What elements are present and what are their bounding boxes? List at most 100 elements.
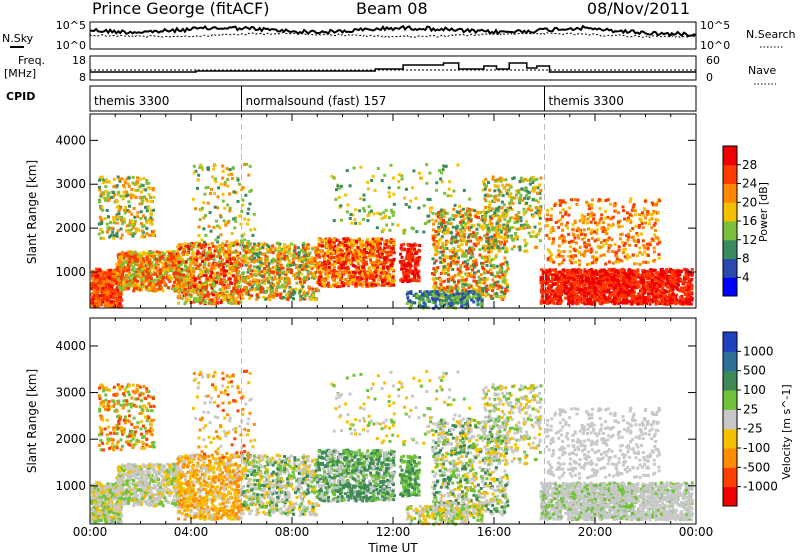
power-echo xyxy=(453,280,456,284)
power-echo xyxy=(172,259,176,263)
freq-tick-top: 18 xyxy=(72,54,86,67)
power-echo xyxy=(97,302,101,306)
power-echo xyxy=(442,265,446,269)
power-echo xyxy=(482,210,486,213)
power-echo xyxy=(483,220,486,224)
power-echo xyxy=(209,255,213,259)
power-echo xyxy=(446,262,450,266)
power-echo xyxy=(350,244,354,248)
power-echo xyxy=(348,261,352,265)
power-echo xyxy=(370,243,374,247)
power-echo xyxy=(211,263,215,267)
power-echo xyxy=(221,263,224,267)
power-echo xyxy=(516,190,520,194)
power-echo xyxy=(348,269,352,273)
power-echo xyxy=(122,220,126,224)
power-echo xyxy=(306,290,310,294)
power-echo xyxy=(502,203,506,207)
power-echo xyxy=(294,277,297,281)
power-echo xyxy=(148,281,152,285)
power-echo xyxy=(188,299,192,303)
power-echo xyxy=(122,283,126,287)
power-echo xyxy=(354,276,358,280)
power-echo xyxy=(508,216,512,220)
power-echo xyxy=(287,279,291,282)
power-echo xyxy=(177,253,180,257)
power-echo xyxy=(438,286,442,290)
power-echo xyxy=(215,271,219,275)
power-echo xyxy=(371,249,375,253)
power-echo xyxy=(496,219,500,223)
power-echo xyxy=(182,282,186,286)
power-echo xyxy=(112,218,116,222)
power-echo xyxy=(487,244,491,248)
power-echo xyxy=(308,251,312,255)
power-echo xyxy=(465,249,468,253)
power-echo xyxy=(320,281,324,285)
power-echo xyxy=(441,247,445,250)
power-echo xyxy=(170,252,174,256)
power-echo xyxy=(237,271,241,275)
power-echo xyxy=(534,235,538,239)
power-echo xyxy=(276,254,280,258)
power-echo xyxy=(107,215,111,219)
power-echo xyxy=(508,228,511,232)
power-echo xyxy=(140,183,143,187)
power-echo xyxy=(254,243,258,247)
power-echo xyxy=(381,266,385,270)
power-echo xyxy=(379,266,383,270)
power-echo xyxy=(468,248,472,251)
power-echo xyxy=(189,295,193,299)
power-echo xyxy=(368,249,372,253)
power-echo xyxy=(435,245,439,249)
power-echo xyxy=(527,191,531,195)
power-echo xyxy=(408,254,412,257)
power-echo xyxy=(496,271,500,275)
power-echo xyxy=(410,254,414,258)
power-echo xyxy=(141,214,145,218)
power-echo xyxy=(145,181,149,185)
power-echo xyxy=(199,244,203,248)
power-echo xyxy=(184,242,188,246)
power-echo xyxy=(488,220,492,224)
power-echo xyxy=(501,211,505,215)
power-echo xyxy=(220,242,224,245)
power-echo xyxy=(186,283,190,287)
power-echo xyxy=(263,273,267,277)
power-echo xyxy=(446,277,450,281)
power-echo xyxy=(225,257,229,261)
power-echo xyxy=(247,265,251,269)
power-echo xyxy=(448,230,452,234)
power-echo xyxy=(242,288,246,292)
power-echo xyxy=(536,208,540,212)
power-echo xyxy=(638,299,642,303)
power-echo xyxy=(487,226,490,230)
power-echo xyxy=(159,256,163,260)
power-echo xyxy=(500,286,504,290)
power-echo xyxy=(337,285,341,289)
power-echo xyxy=(141,257,145,261)
power-echo xyxy=(431,236,435,240)
power-echo xyxy=(487,239,491,243)
power-echo xyxy=(230,290,234,293)
power-echo xyxy=(184,300,188,304)
power-echo xyxy=(440,225,444,229)
power-echo xyxy=(125,177,129,181)
power-echo xyxy=(316,267,320,271)
power-echo xyxy=(304,251,308,255)
power-echo xyxy=(433,245,437,249)
power-echo xyxy=(223,243,227,247)
power-echo xyxy=(333,244,337,248)
power-echo xyxy=(120,298,124,302)
power-echo xyxy=(295,275,299,279)
power-echo xyxy=(434,281,438,285)
power-echo xyxy=(466,258,470,262)
power-echo xyxy=(341,253,345,257)
power-echo xyxy=(97,232,101,236)
power-echo xyxy=(196,293,200,297)
power-echo xyxy=(489,268,492,272)
power-echo xyxy=(455,228,458,232)
power-echo xyxy=(121,272,125,276)
power-echo xyxy=(253,256,257,260)
power-echo xyxy=(369,258,372,262)
